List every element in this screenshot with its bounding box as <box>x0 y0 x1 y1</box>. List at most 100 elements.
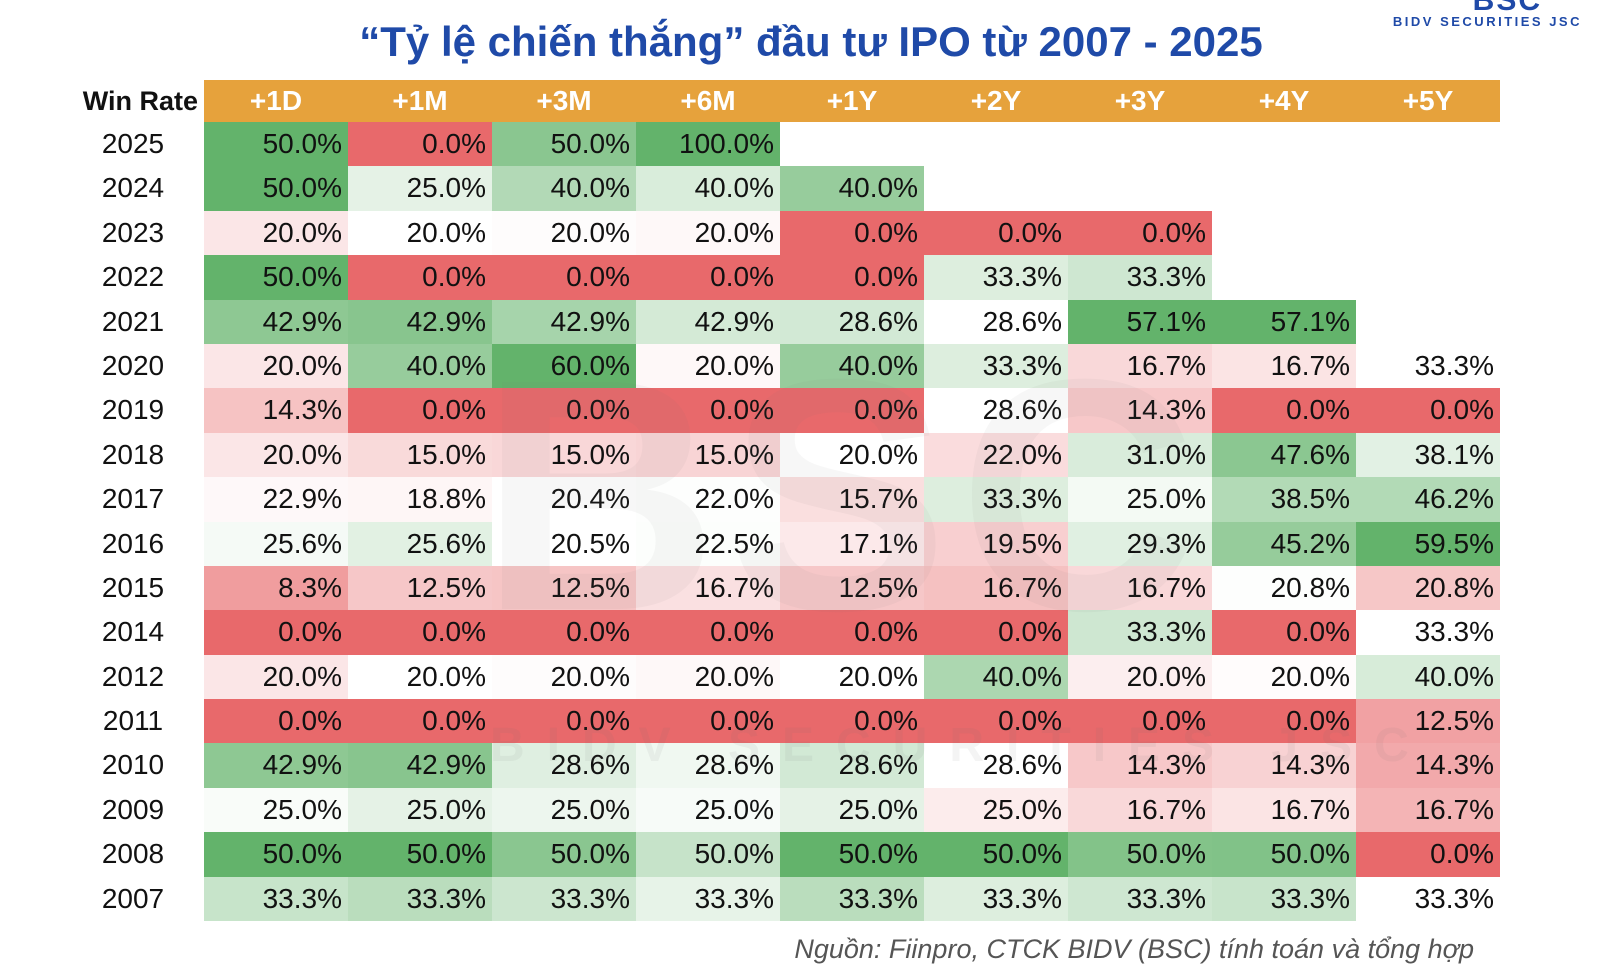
win-rate-cell: 0.0% <box>348 388 492 433</box>
source-note: Nguồn: Fiinpro, CTCK BIDV (BSC) tính toá… <box>794 934 1474 964</box>
win-rate-cell: 28.6% <box>780 743 924 788</box>
win-rate-cell: 20.0% <box>636 210 780 256</box>
win-rate-cell: 25.0% <box>492 787 636 833</box>
row-year-label: 2022 <box>101 261 165 293</box>
empty-cell <box>1212 166 1356 210</box>
win-rate-cell: 33.3% <box>492 876 636 922</box>
table-row: 2007 33.3% 33.3% 33.3% 33.3% 33.3% 33.3% 33.3% 3… <box>62 876 1500 922</box>
win-rate-cell: 22.0% <box>924 432 1068 478</box>
table-row: 2019 14.3% 0.0% 0.0% 0.0% 0.0% 28.6% 14.3% 0.0% 0… <box>62 388 1500 433</box>
column-header: +2Y <box>924 80 1068 122</box>
win-rate-cell: 20.0% <box>780 432 924 478</box>
row-year-label: 2012 <box>101 660 165 692</box>
win-rate-cell: 0.0% <box>924 210 1068 256</box>
table-row: 2012 20.0% 20.0% 20.0% 20.0% 20.0% 40.0% 20.0% 2… <box>62 654 1500 700</box>
win-rate-cell: 47.6% <box>1212 432 1356 478</box>
column-header: +1D <box>204 80 348 122</box>
win-rate-cell: 15.0% <box>492 432 636 478</box>
win-rate-cell: 57.1% <box>1212 299 1356 344</box>
row-year-label: 2016 <box>101 527 165 559</box>
win-rate-cell: 42.9% <box>492 299 636 344</box>
win-rate-cell: 38.5% <box>1212 477 1356 522</box>
win-rate-cell: 28.6% <box>492 743 636 788</box>
win-rate-cell: 0.0% <box>1068 210 1212 256</box>
win-rate-cell: 15.0% <box>348 432 492 478</box>
win-rate-cell: 33.3% <box>1212 876 1356 922</box>
empty-cell <box>1212 122 1356 166</box>
empty-cell <box>1068 166 1212 210</box>
win-rate-cell: 0.0% <box>780 610 924 655</box>
win-rate-cell: 31.0% <box>1068 432 1212 478</box>
win-rate-cell: 20.0% <box>1212 654 1356 700</box>
row-year-label: 2009 <box>101 793 165 825</box>
row-year-label: 2017 <box>101 483 165 515</box>
win-rate-cell: 33.3% <box>1068 876 1212 922</box>
win-rate-cell: 0.0% <box>348 255 492 300</box>
win-rate-cell: 42.9% <box>348 299 492 344</box>
win-rate-cell: 0.0% <box>1212 699 1356 744</box>
win-rate-cell: 12.5% <box>492 565 636 611</box>
row-year-label: 2007 <box>101 882 165 914</box>
win-rate-cell: 28.6% <box>924 388 1068 433</box>
row-year-label: 2008 <box>101 838 165 870</box>
win-rate-cell: 33.3% <box>924 343 1068 389</box>
table-row: 2011 0.0% 0.0% 0.0% 0.0% 0.0% 0.0% 0.0% 0.0% 12.5… <box>62 699 1500 744</box>
win-rate-cell: 28.6% <box>924 299 1068 344</box>
win-rate-cell: 28.6% <box>924 743 1068 788</box>
win-rate-cell: 33.3% <box>348 876 492 922</box>
win-rate-cell: 50.0% <box>636 832 780 877</box>
win-rate-cell: 50.0% <box>1212 832 1356 877</box>
win-rate-cell: 20.0% <box>204 210 348 256</box>
table-row: 2020 20.0% 40.0% 60.0% 20.0% 40.0% 33.3% 16.7% 1… <box>62 343 1500 389</box>
win-rate-cell: 100.0% <box>636 122 780 167</box>
win-rate-cell: 0.0% <box>348 122 492 167</box>
column-header: +5Y <box>1356 80 1500 122</box>
win-rate-cell: 0.0% <box>780 210 924 256</box>
win-rate-cell: 16.7% <box>1212 343 1356 389</box>
win-rate-cell: 33.3% <box>1356 343 1500 389</box>
win-rate-cell: 40.0% <box>780 343 924 389</box>
win-rate-cell: 20.8% <box>1356 565 1500 611</box>
win-rate-cell: 29.3% <box>1068 521 1212 566</box>
win-rate-cell: 42.9% <box>348 743 492 788</box>
table-row: 2010 42.9% 42.9% 28.6% 28.6% 28.6% 28.6% 14.3% 1… <box>62 743 1500 788</box>
win-rate-cell: 17.1% <box>780 521 924 566</box>
win-rate-cell: 40.0% <box>924 654 1068 700</box>
empty-cell <box>1212 211 1356 255</box>
win-rate-cell: 12.5% <box>780 565 924 611</box>
empty-cell <box>1356 122 1500 166</box>
win-rate-cell: 0.0% <box>636 388 780 433</box>
win-rate-cell: 20.0% <box>780 654 924 700</box>
win-rate-cell: 25.6% <box>348 521 492 566</box>
win-rate-cell: 45.2% <box>1212 521 1356 566</box>
win-rate-cell: 0.0% <box>1356 388 1500 433</box>
row-year-label: 2020 <box>101 349 165 381</box>
win-rate-cell: 22.5% <box>636 521 780 566</box>
win-rate-cell: 50.0% <box>204 255 348 300</box>
win-rate-cell: 33.3% <box>1068 255 1212 300</box>
win-rate-cell: 16.7% <box>1068 565 1212 611</box>
win-rate-cell: 16.7% <box>1068 787 1212 833</box>
row-year-label: 2019 <box>101 394 165 426</box>
win-rate-cell: 0.0% <box>348 610 492 655</box>
win-rate-cell: 0.0% <box>1356 832 1500 877</box>
win-rate-cell: 28.6% <box>636 743 780 788</box>
win-rate-cell: 42.9% <box>636 299 780 344</box>
win-rate-cell: 25.0% <box>348 787 492 833</box>
win-rate-cell: 8.3% <box>204 565 348 611</box>
win-rate-cell: 14.3% <box>1068 388 1212 433</box>
table-row: 2009 25.0% 25.0% 25.0% 25.0% 25.0% 25.0% 16.7% 1… <box>62 787 1500 833</box>
brand-logo: BSC BIDV SECURITIES JSC <box>1342 0 1582 32</box>
win-rate-cell: 50.0% <box>780 832 924 877</box>
win-rate-cell: 0.0% <box>780 699 924 744</box>
row-year-label: 2014 <box>101 616 165 648</box>
win-rate-cell: 42.9% <box>204 299 348 344</box>
win-rate-cell: 20.0% <box>204 432 348 478</box>
win-rate-cell: 0.0% <box>636 255 780 300</box>
empty-cell <box>924 122 1068 166</box>
win-rate-cell: 50.0% <box>204 122 348 167</box>
logo-subtitle: BIDV SECURITIES JSC <box>1392 14 1582 29</box>
win-rate-cell: 50.0% <box>492 832 636 877</box>
table-row: 2015 8.3% 12.5% 12.5% 16.7% 12.5% 16.7% 16.7% 20… <box>62 565 1500 611</box>
win-rate-cell: 0.0% <box>348 699 492 744</box>
